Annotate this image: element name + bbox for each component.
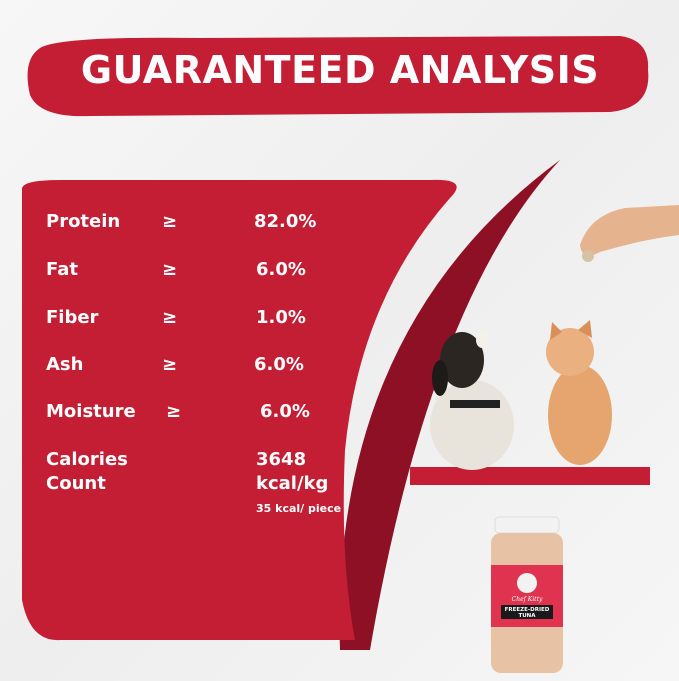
content-panel bbox=[21, 179, 457, 641]
calories-value-line1: 3648 bbox=[256, 449, 307, 470]
nutrient-value: 1.0% bbox=[256, 307, 306, 328]
nutrient-value: 82.0% bbox=[254, 211, 317, 232]
hand-image bbox=[580, 205, 679, 262]
nutrient-symbol: ≥ bbox=[162, 211, 178, 232]
product-name-line1: FREEZE-DRIED bbox=[505, 607, 550, 613]
cat-image bbox=[546, 320, 612, 465]
calories-label-line1: Calories bbox=[46, 449, 128, 470]
nutrient-label: Fiber bbox=[46, 307, 99, 328]
calories-per-piece: 35 kcal/ piece bbox=[256, 502, 342, 515]
nutrient-label: Moisture bbox=[46, 401, 136, 422]
nutrient-label: Fat bbox=[46, 259, 78, 280]
calories-value-line2: kcal/kg bbox=[256, 473, 329, 494]
nutrient-symbol: ≥ bbox=[166, 401, 182, 422]
product-name-line2: TUNA bbox=[518, 613, 536, 619]
nutrient-symbol: ≥ bbox=[162, 307, 178, 328]
nutrient-value: 6.0% bbox=[256, 259, 306, 280]
nutrient-label: Protein bbox=[46, 211, 121, 232]
shelf bbox=[410, 467, 650, 485]
calories-label-line2: Count bbox=[46, 473, 106, 494]
nutrient-symbol: ≥ bbox=[162, 259, 178, 280]
dog-image bbox=[430, 332, 514, 470]
nutrient-label: Ash bbox=[46, 354, 84, 375]
nutrient-value: 6.0% bbox=[260, 401, 310, 422]
page-title: GUARANTEED ANALYSIS bbox=[80, 48, 600, 92]
product-brand: Chef Kitty bbox=[512, 596, 543, 603]
product-jar-image: Chef Kitty FREEZE-DRIED TUNA bbox=[491, 516, 563, 673]
nutrient-value: 6.0% bbox=[254, 354, 304, 375]
title-banner bbox=[27, 36, 649, 117]
swoosh-dark bbox=[339, 160, 560, 650]
nutrient-symbol: ≥ bbox=[162, 354, 178, 375]
